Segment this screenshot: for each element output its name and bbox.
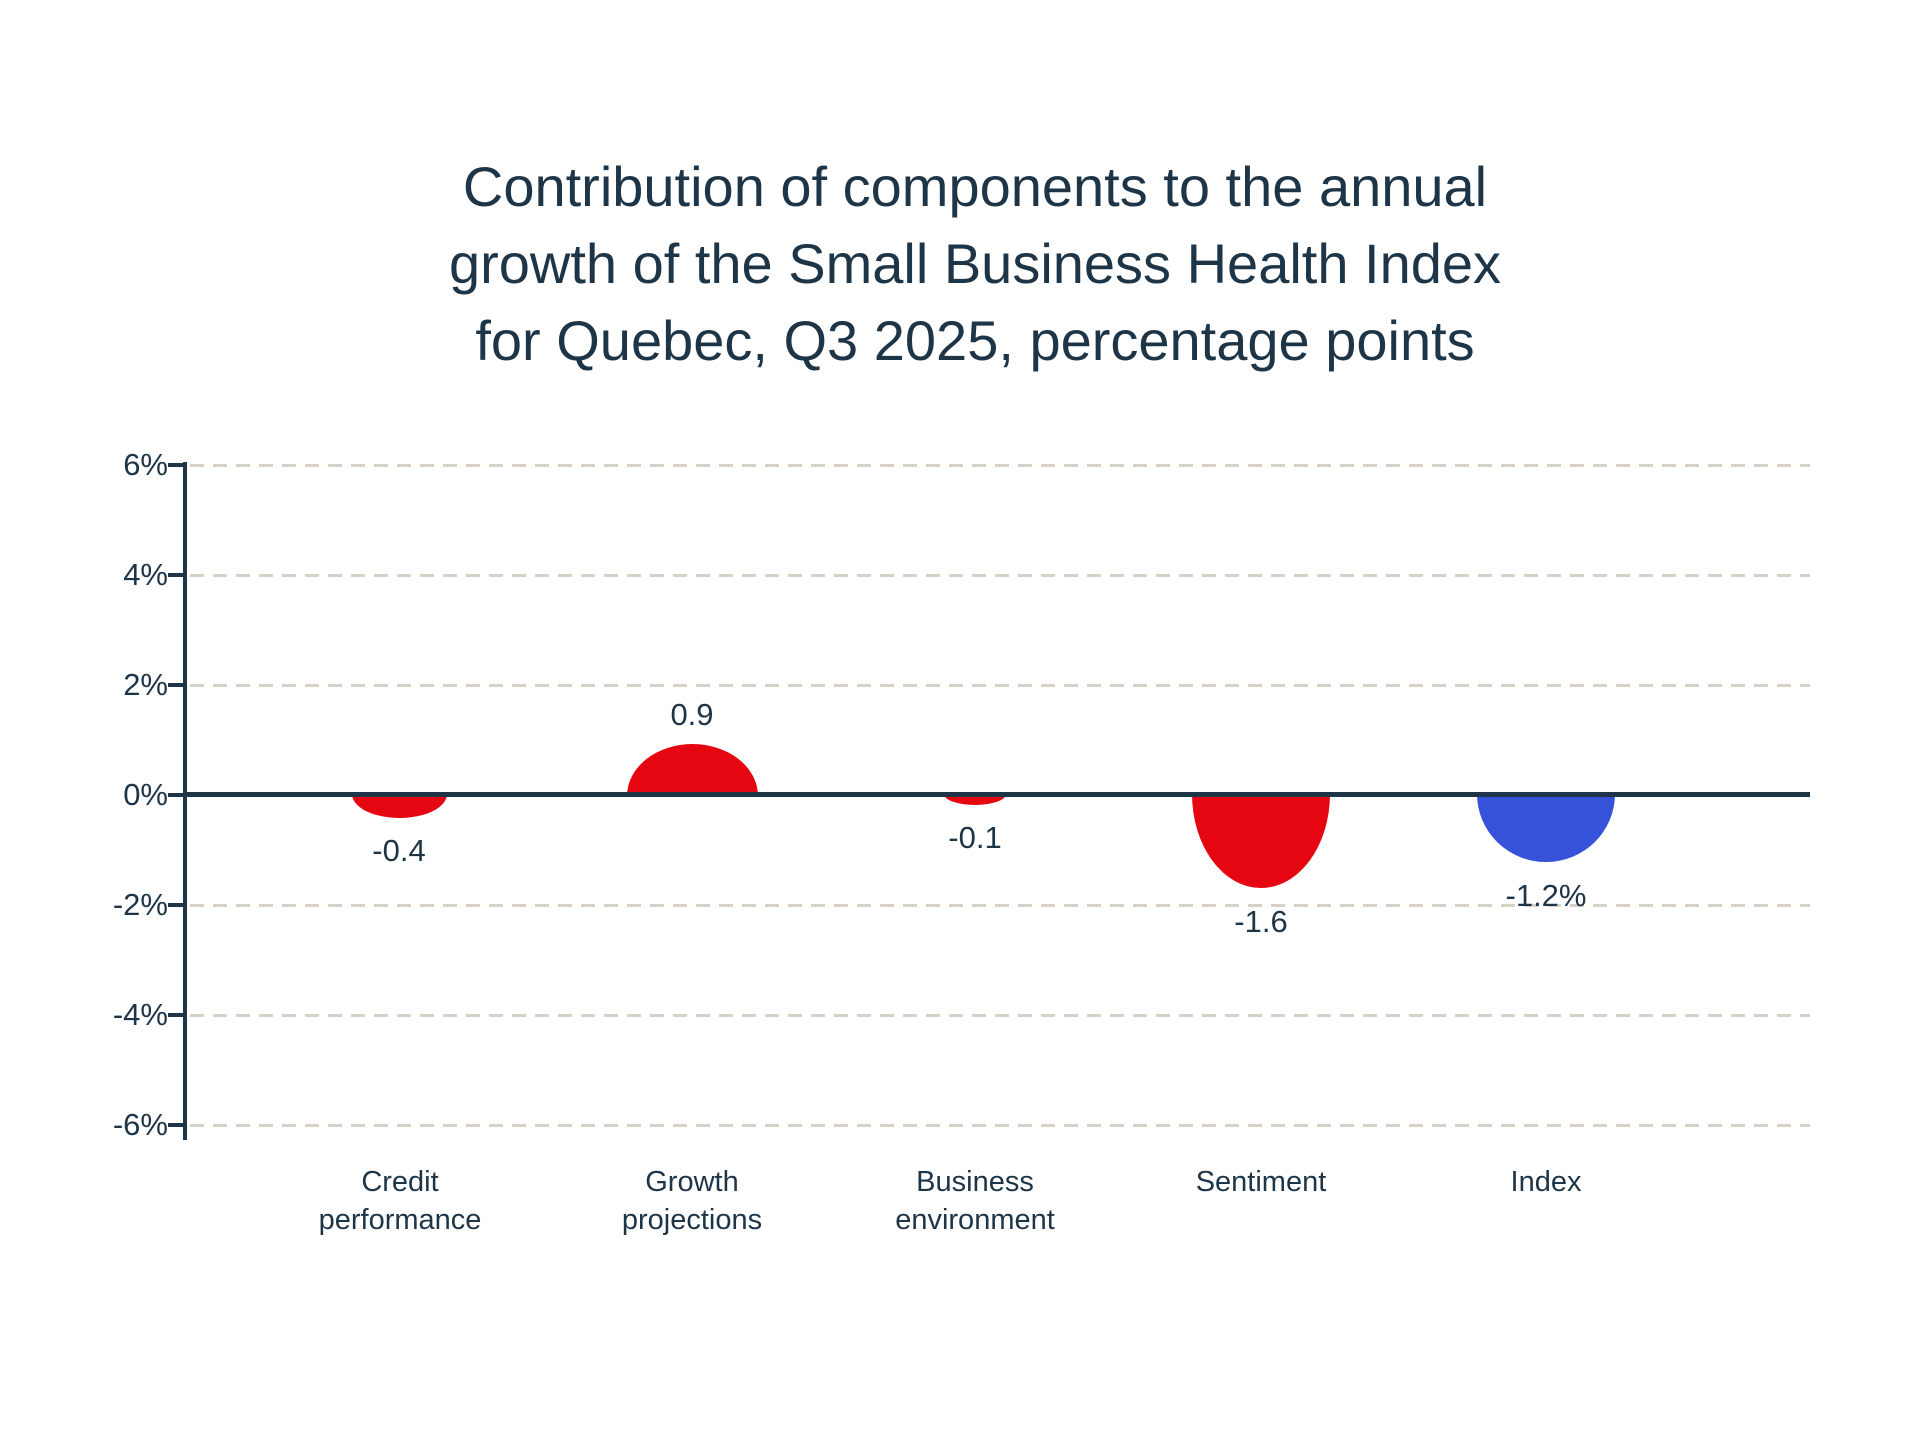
- y-tick-minus-2pct: [168, 903, 186, 907]
- y-tick-label: 0%: [123, 777, 168, 812]
- y-tick-2pct: [168, 683, 186, 687]
- y-tick-label: -4%: [112, 997, 168, 1032]
- value-label-index: -1.2%: [1505, 878, 1587, 913]
- x-label-sentiment: Sentiment: [1195, 1166, 1327, 1198]
- gridline-2pct: [190, 684, 1810, 687]
- y-tick-0pct: [168, 793, 186, 797]
- bubble-credit-performance: [352, 794, 447, 818]
- y-tick-label: -6%: [112, 1107, 168, 1142]
- value-label-credit-performance: -0.4: [372, 833, 426, 868]
- x-label-business-environment: Business environment: [895, 1166, 1055, 1236]
- value-label-growth-projections: 0.9: [670, 697, 714, 732]
- gridline-4pct: [190, 574, 1810, 577]
- bubble-growth-projections: [627, 744, 758, 796]
- x-label-growth-projections: Growth projections: [621, 1166, 763, 1236]
- chart-title: Contribution of components to the annual…: [0, 148, 1920, 379]
- y-tick-minus-6pct: [168, 1123, 186, 1127]
- chart-title-line-3: for Quebec, Q3 2025, percentage points: [475, 309, 1475, 372]
- chart-title-line-1: Contribution of components to the annual: [462, 155, 1488, 218]
- bubble-business-environment: [944, 794, 1006, 805]
- x-label-index: Index: [1510, 1166, 1582, 1198]
- y-tick-minus-4pct: [168, 1013, 186, 1017]
- x-label-credit-performance: Credit performance: [318, 1166, 482, 1236]
- chart-title-line-2: growth of the Small Business Health Inde…: [448, 232, 1502, 295]
- value-label-business-environment: -0.1: [948, 820, 1002, 855]
- gridline-minus-6pct: [190, 1124, 1810, 1127]
- y-tick-6pct: [168, 463, 186, 467]
- gridline-6pct: [190, 464, 1810, 467]
- y-tick-label: 2%: [123, 667, 168, 702]
- gridline-minus-4pct: [190, 1014, 1810, 1017]
- bubble-sentiment: [1192, 794, 1330, 888]
- y-tick-label: -2%: [112, 887, 168, 922]
- gridline-minus-2pct: [190, 904, 1810, 907]
- bubble-index: [1477, 794, 1615, 862]
- y-tick-4pct: [168, 573, 186, 577]
- value-label-sentiment: -1.6: [1234, 904, 1288, 939]
- y-axis-line: [183, 462, 187, 1140]
- y-tick-label: 6%: [123, 447, 168, 482]
- y-tick-label: 4%: [123, 557, 168, 592]
- zero-baseline: [186, 792, 1810, 797]
